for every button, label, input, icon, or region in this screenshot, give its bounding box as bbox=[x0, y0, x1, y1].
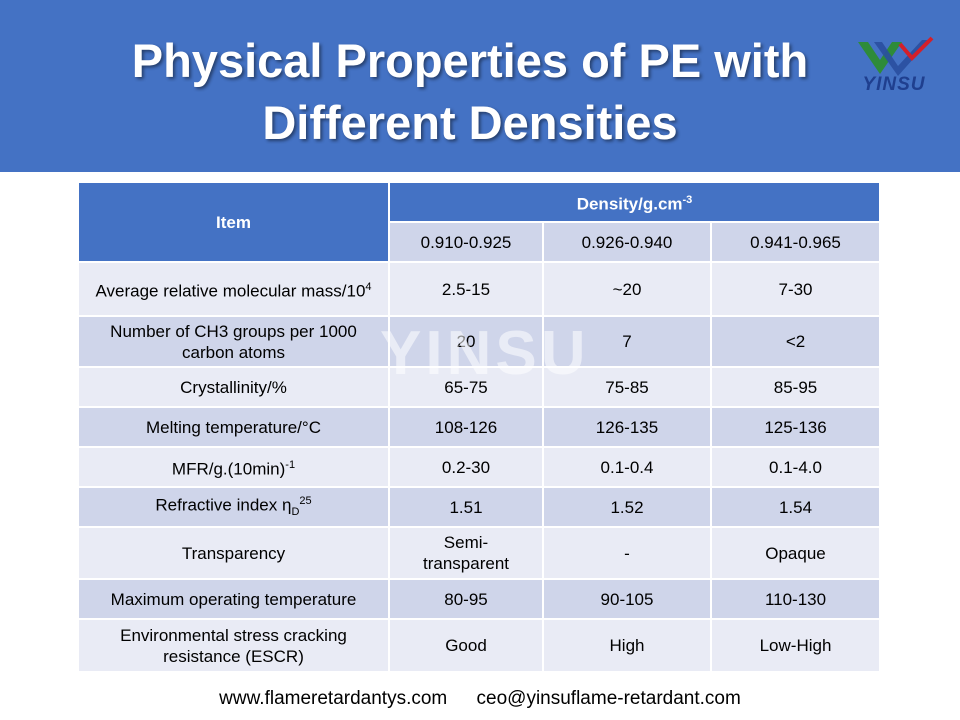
table-row: Number of CH3 groups per 1000 carbon ato… bbox=[77, 315, 882, 368]
row-item-subscript: D bbox=[291, 506, 300, 519]
table-row: Crystallinity/% 65-75 75-85 85-95 bbox=[77, 366, 882, 408]
row-value: 90-105 bbox=[542, 578, 712, 620]
density-range-3: 0.941-0.965 bbox=[709, 221, 882, 263]
row-item: Melting temperature/°C bbox=[77, 406, 390, 448]
row-value: 1.52 bbox=[542, 486, 712, 528]
row-value: 110-130 bbox=[709, 578, 882, 620]
slide-title: Physical Properties of PE with Different… bbox=[40, 30, 900, 154]
density-header: Density/g.cm-3 bbox=[387, 181, 882, 223]
row-item: Crystallinity/% bbox=[77, 366, 390, 408]
row-value: 1.54 bbox=[709, 486, 882, 528]
footer-website-link[interactable]: www.flameretardantys.com bbox=[219, 688, 448, 709]
row-item: Number of CH3 groups per 1000 carbon ato… bbox=[77, 315, 390, 368]
row-item-exponent: 25 bbox=[299, 494, 312, 507]
row-value: - bbox=[542, 526, 712, 580]
row-value: 7-30 bbox=[709, 261, 882, 317]
row-item-label: Average relative molecular mass/10 bbox=[95, 281, 366, 301]
row-item: Transparency bbox=[77, 526, 390, 580]
row-value: 1.51 bbox=[388, 486, 544, 528]
row-value: Opaque bbox=[709, 526, 882, 580]
footer: www.flameretardantys.com ceo@yinsuflame-… bbox=[0, 688, 960, 710]
item-header: Item bbox=[77, 181, 390, 263]
yinsu-logo: YINSU bbox=[852, 36, 936, 96]
row-value: 80-95 bbox=[388, 578, 544, 620]
title-banner: Physical Properties of PE with Different… bbox=[0, 0, 960, 172]
row-value: 7 bbox=[542, 315, 712, 368]
density-range-2: 0.926-0.940 bbox=[542, 221, 712, 263]
row-item-label: MFR/g.(10min) bbox=[171, 459, 286, 479]
row-item: Maximum operating temperature bbox=[77, 578, 390, 620]
row-value: 0.1-4.0 bbox=[709, 446, 882, 488]
density-header-exponent: -3 bbox=[682, 193, 693, 206]
row-item: Average relative molecular mass/104 bbox=[77, 261, 390, 317]
row-item: MFR/g.(10min)-1 bbox=[77, 446, 390, 488]
logo-v-mark-icon bbox=[858, 36, 934, 76]
row-value: 75-85 bbox=[542, 366, 712, 408]
row-item: Environmental stress cracking resistance… bbox=[77, 618, 390, 673]
row-value: ~20 bbox=[542, 261, 712, 317]
row-value: 126-135 bbox=[542, 406, 712, 448]
density-header-label: Density/g.cm bbox=[576, 194, 683, 214]
table-row: Melting temperature/°C 108-126 126-135 1… bbox=[77, 406, 882, 448]
table-row: Refractive index ηD25 1.51 1.52 1.54 bbox=[77, 486, 882, 528]
row-value: 65-75 bbox=[388, 366, 544, 408]
row-value: <2 bbox=[709, 315, 882, 368]
properties-table: Item Density/g.cm-3 0.910-0.925 0.926-0.… bbox=[77, 181, 882, 673]
logo-text: YINSU bbox=[862, 74, 926, 95]
row-value: 20 bbox=[388, 315, 544, 368]
table-row: Environmental stress cracking resistance… bbox=[77, 618, 882, 673]
row-value: Low-High bbox=[709, 618, 882, 673]
table-row: Maximum operating temperature 80-95 90-1… bbox=[77, 578, 882, 620]
row-value: High bbox=[542, 618, 712, 673]
row-value: 85-95 bbox=[709, 366, 882, 408]
title-line-1: Physical Properties of PE with bbox=[131, 34, 809, 87]
table-row: Transparency Semi-transparent - Opaque bbox=[77, 526, 882, 580]
row-value: Good bbox=[388, 618, 544, 673]
row-item: Refractive index ηD25 bbox=[77, 486, 390, 528]
row-value: Semi-transparent bbox=[388, 526, 544, 580]
row-item-exponent: -1 bbox=[285, 458, 296, 471]
row-item-label: Refractive index η bbox=[155, 495, 292, 515]
row-item-exponent: 4 bbox=[365, 280, 372, 293]
row-value: 108-126 bbox=[388, 406, 544, 448]
row-value: 0.2-30 bbox=[388, 446, 544, 488]
row-value: 0.1-0.4 bbox=[542, 446, 712, 488]
table-row: Average relative molecular mass/104 2.5-… bbox=[77, 261, 882, 317]
title-line-2: Different Densities bbox=[262, 96, 678, 149]
density-range-1: 0.910-0.925 bbox=[388, 221, 544, 263]
table-row: MFR/g.(10min)-1 0.2-30 0.1-0.4 0.1-4.0 bbox=[77, 446, 882, 488]
row-value: 2.5-15 bbox=[388, 261, 544, 317]
row-value: 125-136 bbox=[709, 406, 882, 448]
footer-email-link[interactable]: ceo@yinsuflame-retardant.com bbox=[476, 688, 741, 709]
